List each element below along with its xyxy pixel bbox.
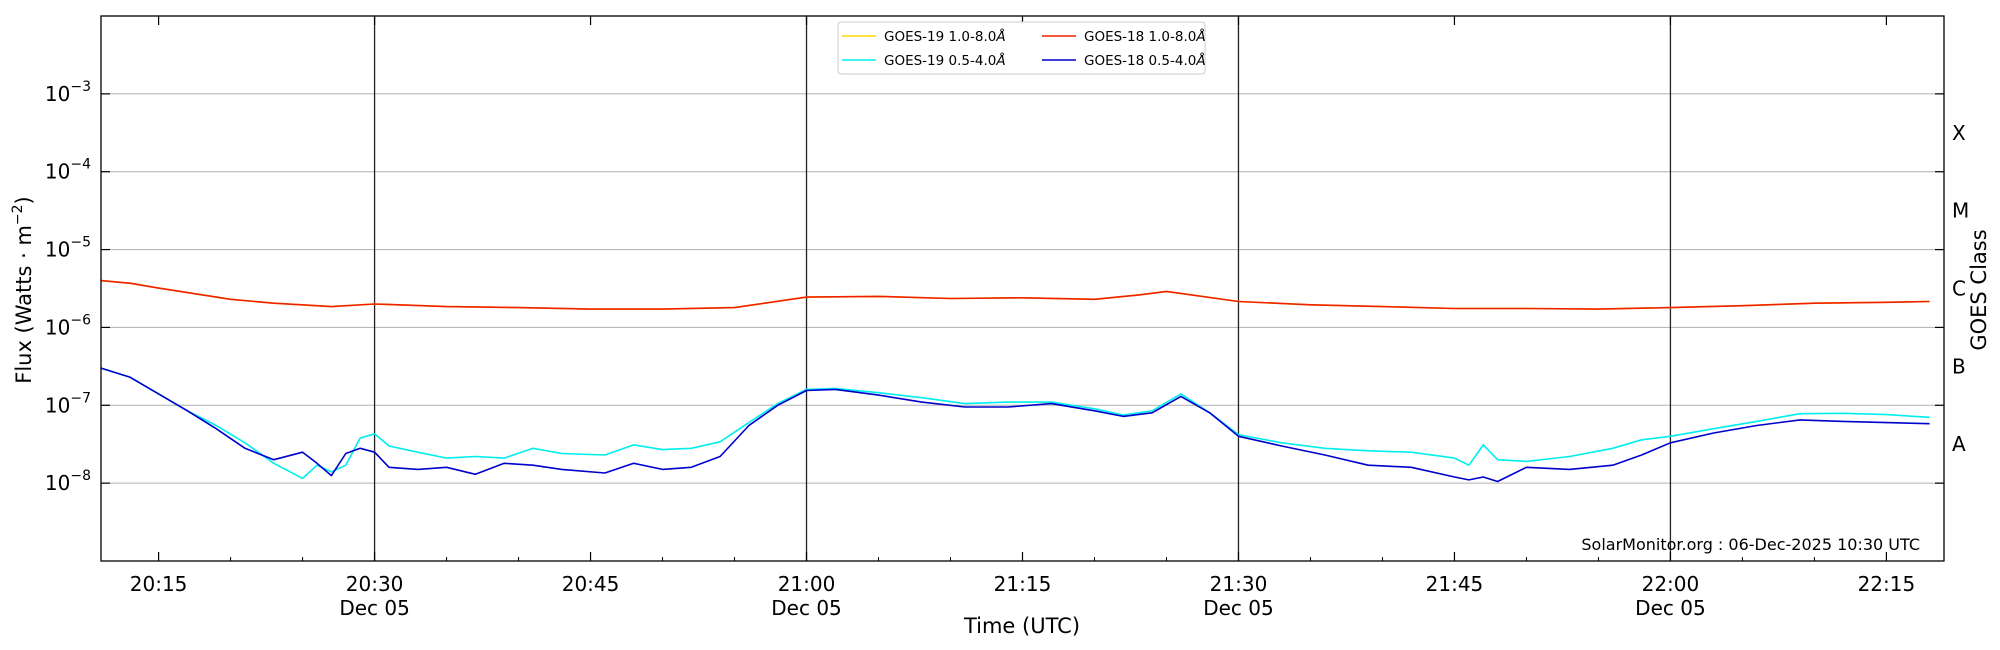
series-line-goes-18-1-0-8-0 <box>100 279 1930 310</box>
plot-frame <box>100 15 1945 562</box>
y-tick-label: 10−8 <box>45 468 91 495</box>
x-tick-label: 20:45 <box>562 572 620 596</box>
goes-class-label: X <box>1952 121 1966 145</box>
legend-box <box>837 21 1206 75</box>
x-tick-label: 22:15 <box>1858 572 1916 596</box>
y-tick-label: 10−7 <box>45 390 91 417</box>
gridlines <box>101 93 1944 484</box>
legend-label: GOES-18 0.5-4.0Å <box>1084 52 1206 69</box>
x-tick-date-label: Dec 05 <box>771 596 842 620</box>
goes-class-label: M <box>1952 199 1969 223</box>
x-tick-label: 21:45 <box>1426 572 1484 596</box>
y-axis-ticks: 10−3 10−4 10−5 10−6 10−7 10−8 <box>45 79 1944 495</box>
goes-class-labels: X M C B A <box>1952 121 1969 456</box>
y-tick-label: 10−5 <box>45 235 91 262</box>
y2-axis-title: GOES Class <box>1967 229 1991 350</box>
x-tick-date-label: Dec 05 <box>1203 596 1274 620</box>
y-tick-label: 10−4 <box>45 157 91 184</box>
goes-class-label: B <box>1952 354 1966 378</box>
series-line-goes-19-0-5-4-0 <box>100 367 1930 480</box>
x-tick-label: 21:00 <box>778 572 836 596</box>
credit-text: SolarMonitor.org : 06-Dec-2025 10:30 UTC <box>1581 535 1920 554</box>
x-axis-title: Time (UTC) <box>963 614 1080 638</box>
x-tick-label: 20:15 <box>130 572 188 596</box>
goes-class-label: C <box>1952 277 1966 301</box>
x-tick-date-label: Dec 05 <box>339 596 410 620</box>
series-line-goes-18-0-5-4-0 <box>100 367 1930 483</box>
series-lines <box>100 279 1930 483</box>
y-tick-label: 10−6 <box>45 312 91 339</box>
legend-label: GOES-19 1.0-8.0Å <box>884 28 1006 45</box>
x-tick-date-label: Dec 05 <box>1635 596 1706 620</box>
x-tick-label: 21:30 <box>1210 572 1268 596</box>
y-axis-title: Flux (Watts · m−2) <box>10 196 36 384</box>
x-tick-label: 21:15 <box>994 572 1052 596</box>
legend-label: GOES-19 0.5-4.0Å <box>884 52 1006 69</box>
y-tick-label: 10−3 <box>45 79 91 106</box>
goes-class-label: A <box>1952 432 1966 456</box>
legend-entries: GOES-19 1.0-8.0Å GOES-19 0.5-4.0Å GOES-18 … <box>842 28 1206 69</box>
legend-label: GOES-18 1.0-8.0Å <box>1084 28 1206 45</box>
x-tick-label: 22:00 <box>1642 572 1700 596</box>
legend: GOES-19 1.0-8.0Å GOES-19 0.5-4.0Å GOES-18 … <box>837 21 1206 75</box>
x-tick-label: 20:30 <box>346 572 404 596</box>
day-boundary-lines <box>373 16 1672 561</box>
